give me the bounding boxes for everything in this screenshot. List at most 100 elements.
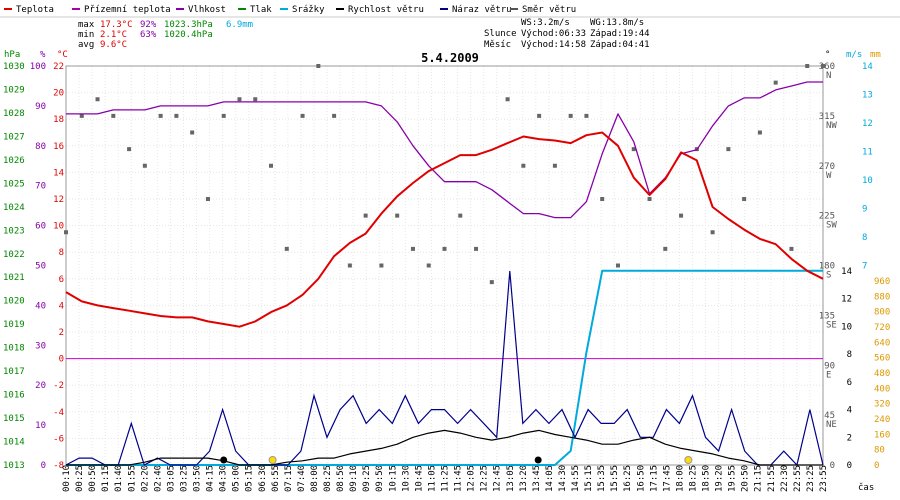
axis-title-c: °C — [57, 50, 68, 60]
tick-x: 02:20 — [140, 465, 150, 492]
tick-c: 16 — [53, 142, 64, 152]
max-temp: 17.3°C — [100, 20, 133, 30]
min-press: 1020.4hPa — [164, 30, 213, 40]
tick-hpa: 1013 — [3, 461, 25, 471]
wind-dir-point — [347, 263, 352, 268]
tick-hpa: 1017 — [3, 367, 25, 377]
wg-info: WG:13.8m/s — [590, 18, 644, 28]
tick-hpa: 1018 — [3, 344, 25, 354]
tick-mm: 960 — [874, 277, 890, 287]
tick-c: 2 — [59, 328, 64, 338]
tick-x: 09:10 — [349, 465, 359, 492]
max-press: 1023.3hPa — [164, 20, 213, 30]
tick-x: 15:35 — [597, 465, 607, 492]
tick-pct: 30 — [35, 341, 46, 351]
tick-c: -6 — [53, 434, 64, 444]
tick-mm: 400 — [874, 384, 890, 394]
tick-hpa: 1030 — [3, 62, 25, 72]
tick-dir: 135 — [819, 311, 835, 321]
sunrise-marker — [268, 456, 277, 464]
tick-x: 23:25 — [806, 465, 816, 492]
tick-dir: 360 — [819, 62, 835, 72]
wind-dir-point — [631, 147, 636, 152]
tick-mm: 240 — [874, 415, 890, 425]
ws-info: WS:3.2m/s — [521, 18, 570, 28]
wind-dir-point — [332, 113, 337, 118]
tick-pct: 100 — [30, 62, 46, 72]
wind-dir-point — [379, 263, 384, 268]
wind-dir-point — [395, 213, 400, 218]
info-block: WS:3.2m/s WG:13.8m/s Slunce Východ:06:33… — [484, 18, 650, 50]
tick-x: 05:00 — [232, 465, 242, 492]
tick-hpa: 1020 — [3, 297, 25, 307]
legend-label-1: Přízemní teplota — [84, 5, 171, 15]
tick-x: 12:25 — [480, 465, 490, 492]
tick-pct: 60 — [35, 222, 46, 232]
axis-title-hpa: hPa — [4, 50, 20, 60]
axis-title-pct: % — [40, 50, 46, 60]
wind-dir-point — [710, 230, 715, 235]
tick-x: 12:45 — [493, 465, 503, 492]
tick-dir-label: S — [826, 271, 831, 281]
tick-x: 10:30 — [401, 465, 411, 492]
tick-x: 01:40 — [114, 465, 124, 492]
tick-c: 18 — [53, 115, 64, 125]
tick-pct: 10 — [35, 421, 46, 431]
x-axis-label: čas — [858, 482, 874, 493]
tick-x: 14:30 — [558, 465, 568, 492]
tick-x: 18:25 — [688, 465, 698, 492]
tick-x: 21:15 — [754, 465, 764, 492]
tick-x: 08:50 — [336, 465, 346, 492]
tick-x: 19:20 — [715, 465, 725, 492]
tick-dir: 45 — [824, 411, 835, 421]
tick-hpa: 1016 — [3, 391, 25, 401]
tick-c: 4 — [59, 301, 64, 311]
legend-label-7: Směr větru — [522, 5, 576, 15]
tick-dir: 90 — [824, 361, 835, 371]
wind-dir-point — [458, 213, 463, 218]
tick-dir: 270 — [819, 162, 835, 172]
tick-x: 04:15 — [206, 465, 216, 492]
tick-pct: 0 — [41, 461, 46, 471]
tick-ms-lower: 4 — [847, 406, 852, 416]
wind-dir-point — [805, 64, 810, 68]
tick-pct: 80 — [35, 142, 46, 152]
tick-c: -4 — [53, 408, 64, 418]
wind-dir-point — [158, 113, 163, 118]
tick-x: 10:45 — [414, 465, 424, 492]
wind-dir-point — [568, 113, 573, 118]
tick-x: 18:50 — [702, 465, 712, 492]
tick-dir-label: N — [826, 71, 831, 81]
sun-set: Západ:19:44 — [590, 29, 650, 39]
wind-dir-point — [552, 163, 557, 168]
wind-dir-point — [95, 97, 100, 102]
tick-mm: 800 — [874, 308, 890, 318]
tick-c: -2 — [53, 381, 64, 391]
wind-dir-point — [142, 163, 147, 168]
tick-x: 22:55 — [793, 465, 803, 492]
axes: hPa% °C1030102910281027102610251024102310… — [3, 50, 890, 492]
tick-pct: 50 — [35, 262, 46, 272]
grid — [65, 65, 824, 466]
wind-dir-point — [221, 113, 226, 118]
wind-dir-point — [79, 113, 84, 118]
tick-x: 11:05 — [427, 465, 437, 492]
tick-ms-upper: 9 — [862, 205, 867, 215]
tick-dir: 315 — [819, 112, 835, 122]
wind-dir-point — [757, 130, 762, 135]
wind-dir-point — [679, 213, 684, 218]
moon-rise: Východ:14:58 — [521, 40, 586, 50]
wind-dir-point — [284, 246, 289, 251]
tick-x: 08:25 — [323, 465, 333, 492]
tick-ms-upper: 11 — [862, 148, 873, 158]
wind-dir-point — [615, 263, 620, 268]
tick-mm: 80 — [874, 446, 885, 456]
wind-dir-point — [205, 197, 210, 201]
tick-x: 12:05 — [467, 465, 477, 492]
axis-title-deg: ° — [825, 50, 830, 60]
tick-hpa: 1021 — [3, 273, 25, 283]
tick-dir-label: W — [826, 171, 832, 181]
series-wind-gust — [65, 270, 824, 467]
